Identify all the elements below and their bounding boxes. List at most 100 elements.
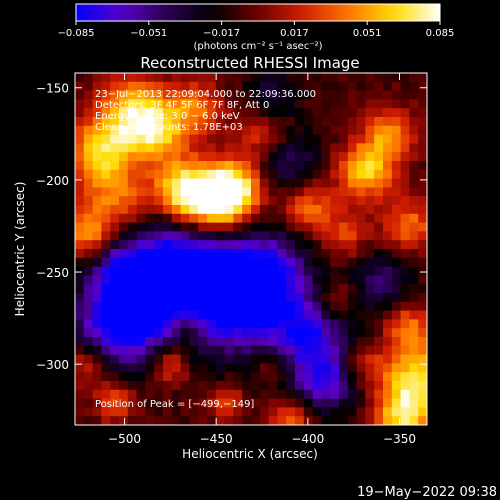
heatmap-cell [400,257,410,268]
heatmap-cell [127,169,138,180]
heatmap-cell [215,143,226,153]
heatmap-cell [233,240,243,250]
heatmap-cell [295,134,305,144]
heatmap-cell [224,310,234,320]
heatmap-cell [251,363,261,373]
heatmap-cell [242,249,252,259]
heatmap-cell [286,293,296,303]
heatmap-cell [110,213,120,224]
heatmap-cell [119,73,129,83]
heatmap-cell [303,222,314,232]
heatmap-cell [127,345,138,356]
heatmap-cell [409,125,419,136]
heatmap-cell [233,337,243,347]
heatmap-cell [356,125,366,136]
heatmap-cell [154,117,164,127]
heatmap-cell [119,398,129,408]
heatmap-cell [321,178,331,188]
heatmap-cell [136,416,146,426]
heatmap-cell [347,266,358,276]
heatmap-cell [303,161,314,171]
heatmap-cell [312,319,322,329]
heatmap-cell [303,143,314,153]
heatmap-cell [163,169,173,180]
heatmap-cell [409,416,419,426]
heatmap-cell [207,222,217,232]
heatmap-cell [119,249,129,259]
heatmap-cell [110,240,120,250]
heatmap-cell [383,301,393,312]
heatmap-cell [189,398,199,408]
heatmap-cell [268,345,278,356]
heatmap-cell [189,169,199,180]
heatmap-cell [374,398,384,408]
heatmap-cell [154,301,164,312]
heatmap-cell [189,319,199,329]
heatmap-cell [400,73,410,83]
heatmap-cell [171,205,182,215]
heatmap-cell [180,249,190,259]
heatmap-cell [215,319,226,329]
heatmap-cell [418,416,428,426]
heatmap-cell [286,134,296,144]
heatmap-cell [374,310,384,320]
heatmap-cell [259,310,270,320]
heatmap-cell [198,416,208,426]
heatmap-cell [409,249,419,259]
heatmap-cell [101,108,111,118]
heatmap-cell [251,249,261,259]
heatmap-cell [409,213,419,224]
heatmap-cell [171,178,182,188]
heatmap-cell [286,240,296,250]
heatmap-cell [136,301,146,312]
heatmap-cell [391,319,402,329]
heatmap-cell [119,363,129,373]
heatmap-cell [303,205,314,215]
heatmap-cell [207,381,217,391]
heatmap-cell [145,319,155,329]
heatmap-cell [330,275,340,285]
heatmap-cell [215,213,226,224]
heatmap-cell [251,407,261,417]
heatmap-cell [92,108,102,118]
heatmap-cell [268,407,278,417]
heatmap-cell [409,284,419,294]
heatmap-cell [145,134,155,144]
heatmap-cell [224,372,234,382]
heatmap-cell [127,161,138,171]
heatmap-cell [321,328,331,338]
heatmap-cell [163,178,173,188]
heatmap-cell [312,257,322,268]
heatmap-cell [418,301,428,312]
heatmap-cell [145,398,155,408]
heatmap-cell [259,407,270,417]
heatmap-cell [75,407,85,417]
heatmap-cell [251,108,261,118]
heatmap-cell [189,257,199,268]
heatmap-cell [75,99,85,109]
heatmap-cell [391,134,402,144]
heatmap-cell [365,275,375,285]
heatmap-cell [110,169,120,180]
heatmap-cell [145,222,155,232]
heatmap-cell [119,222,129,232]
heatmap-cell [154,169,164,180]
heatmap-cell [75,319,85,329]
heatmap-cell [171,161,182,171]
heatmap-cell [154,319,164,329]
heatmap-cell [365,249,375,259]
heatmap-cell [365,381,375,391]
heatmap-cell [189,293,199,303]
heatmap-cell [92,407,102,417]
heatmap-cell [233,178,243,188]
heatmap-cell [180,275,190,285]
heatmap-cell [127,266,138,276]
heatmap-cell [312,117,322,127]
heatmap-cell [92,293,102,303]
heatmap-cell [215,293,226,303]
heatmap-cell [268,161,278,171]
heatmap-cell [180,178,190,188]
heatmap-cell [339,231,349,241]
heatmap-cell [391,416,402,426]
heatmap-cell [356,266,366,276]
